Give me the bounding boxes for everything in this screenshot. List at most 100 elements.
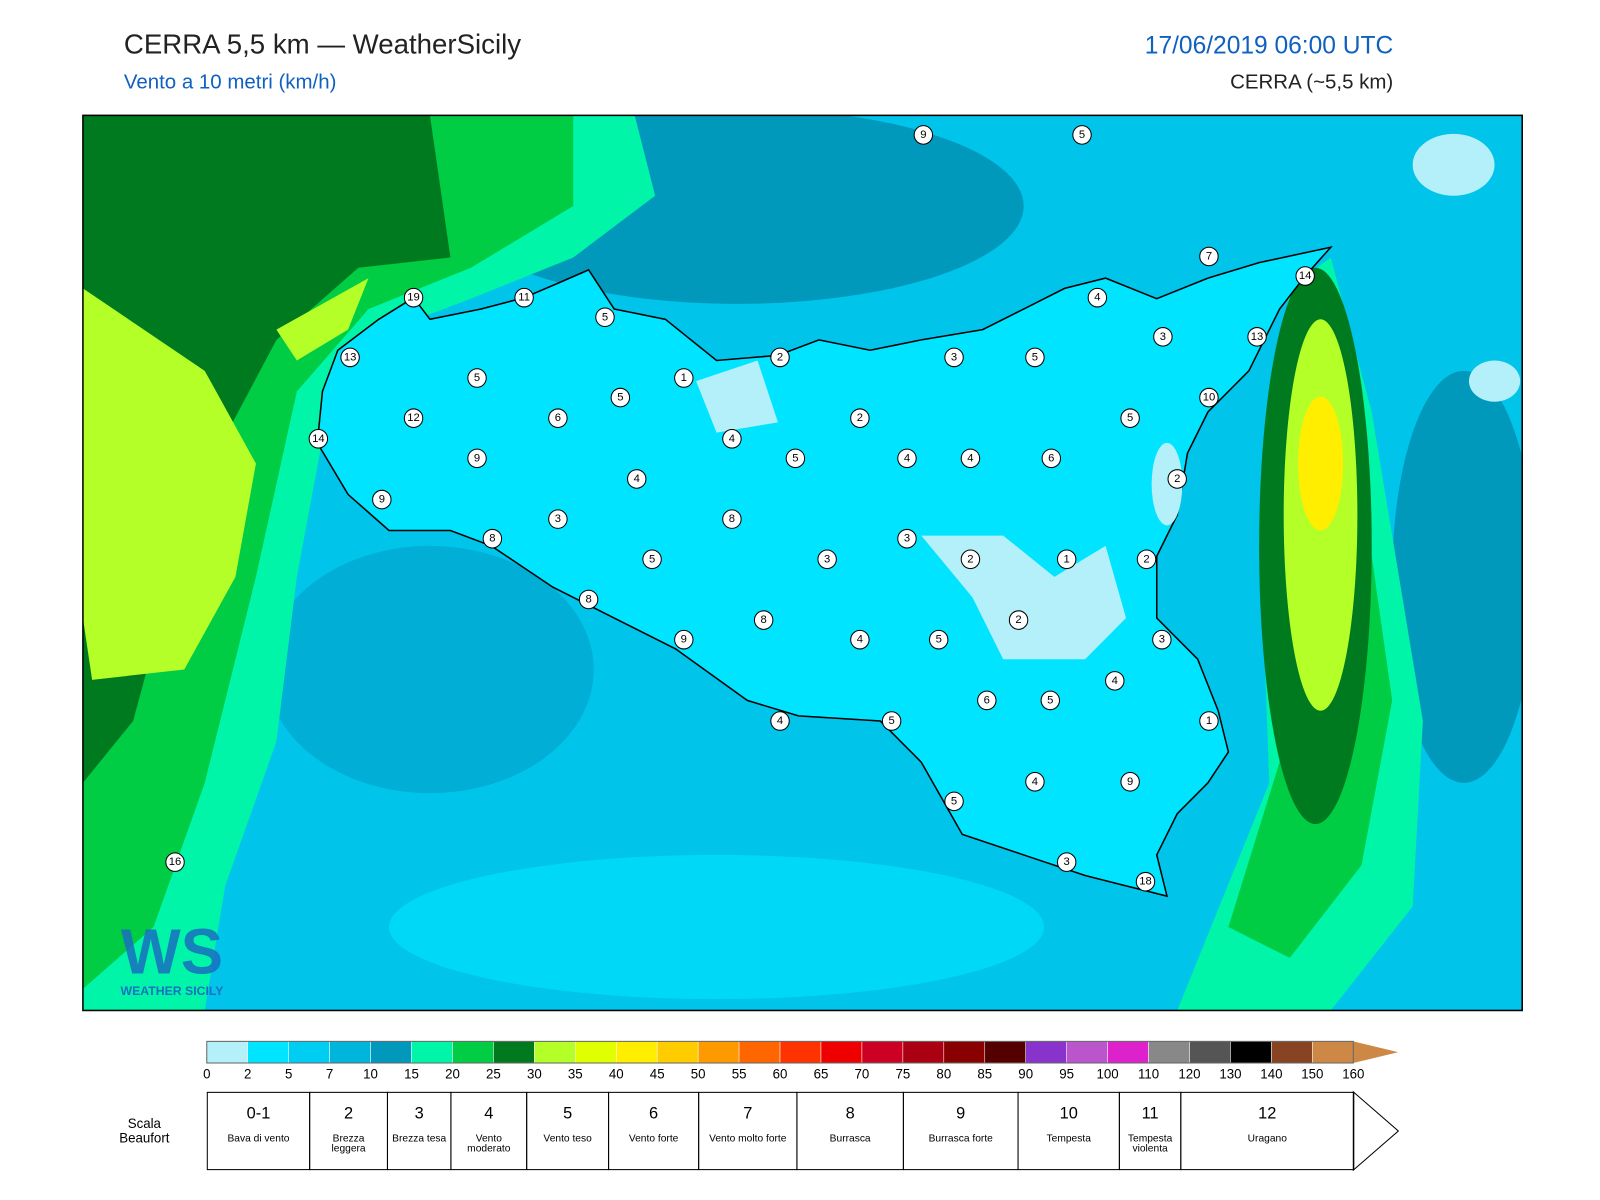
beaufort-description: Tempesta violenta (1127, 1133, 1173, 1155)
station: 3 (817, 549, 837, 570)
beaufort-description: Vento teso (543, 1133, 592, 1145)
station-marker (850, 629, 870, 650)
station: 4 (626, 469, 647, 489)
station-marker (770, 347, 790, 368)
colorbar-swatch (1230, 1041, 1272, 1064)
station-value: 9 (379, 494, 385, 506)
station-marker (403, 408, 424, 428)
station-marker (1120, 408, 1140, 428)
colorbar-tick-label: 65 (814, 1066, 829, 1081)
station-marker (1087, 287, 1108, 308)
colorbar-swatch (738, 1041, 781, 1064)
beaufort-force: 5 (563, 1105, 573, 1123)
colorbar-tick-label: 120 (1178, 1066, 1200, 1081)
station-marker (482, 528, 503, 549)
station-value: 1 (681, 372, 687, 384)
colorbar-swatch (984, 1041, 1026, 1064)
station-marker (1247, 327, 1267, 347)
station: 4 (960, 448, 981, 469)
station-value: 8 (729, 513, 735, 525)
colorbar-swatch (493, 1041, 535, 1064)
beaufort-description: Vento moderato (467, 1133, 511, 1155)
station: 16 (165, 852, 185, 872)
station: 4 (897, 448, 917, 469)
station-value: 16 (169, 856, 182, 868)
station-marker (1025, 772, 1045, 792)
station-value: 1 (1064, 553, 1070, 565)
station: 18 (1135, 871, 1156, 892)
station: 8 (578, 589, 599, 610)
model: CERRA (~5,5 km) (1230, 71, 1393, 94)
station-value: 4 (1094, 292, 1100, 304)
station-value: 11 (518, 292, 530, 304)
station-value: 7 (1206, 250, 1212, 262)
station-marker (340, 347, 360, 368)
beaufort-cell: 7 Vento molto forte (698, 1091, 798, 1171)
colorbar-tick-label: 15 (404, 1066, 419, 1081)
station: 3 (1056, 852, 1077, 872)
station: 4 (1105, 671, 1125, 691)
colorbar-swatch (861, 1041, 904, 1064)
station: 3 (1153, 327, 1173, 347)
station-value: 19 (407, 292, 420, 304)
station-marker (722, 429, 742, 449)
station: 13 (340, 347, 360, 368)
beaufort-description: Burrasca forte (928, 1133, 993, 1145)
station-value: 3 (824, 553, 830, 565)
station: 19 (403, 287, 424, 308)
station-value: 9 (920, 129, 926, 141)
station: 5 (881, 711, 902, 731)
colorbar-swatch (943, 1041, 986, 1064)
station-value: 6 (984, 694, 990, 706)
colorbar-swatch (575, 1041, 617, 1064)
colorbar-swatch (902, 1041, 945, 1064)
station: 8 (753, 610, 774, 630)
station: 9 (1120, 772, 1140, 792)
colorbar-tick-label: 55 (732, 1066, 747, 1081)
station-marker (1008, 610, 1029, 630)
station-value: 5 (792, 452, 798, 464)
station-marker (944, 791, 964, 812)
station-value: 5 (617, 392, 623, 404)
station-value: 3 (555, 513, 561, 525)
colorbar-swatch (288, 1041, 330, 1064)
station-value: 8 (585, 593, 591, 605)
station-value: 14 (312, 433, 325, 445)
beaufort-cell: 2 Brezza leggera (309, 1091, 388, 1171)
colorbar-extend (1353, 1041, 1399, 1064)
beaufort-description: Vento molto forte (709, 1133, 787, 1145)
colorbar-tick-label: 150 (1301, 1066, 1323, 1081)
colorbar-tick-label: 25 (486, 1066, 501, 1081)
beaufort-description: Brezza tesa (392, 1133, 447, 1145)
beaufort-cell: 8 Burrasca (796, 1091, 904, 1171)
station-value: 4 (729, 433, 735, 445)
station: 1 (674, 368, 694, 388)
station-value: 5 (1047, 694, 1053, 706)
colorbar-swatch (329, 1041, 371, 1064)
station: 12 (403, 408, 424, 428)
station-marker (785, 448, 806, 469)
station-marker (1135, 871, 1156, 892)
station-marker (944, 347, 964, 368)
station-value: 3 (904, 533, 910, 545)
colorbar-tick-label: 10 (363, 1066, 378, 1081)
logo-name: WEATHER SICILY (120, 984, 224, 998)
colorbar-swatch (697, 1041, 740, 1064)
colorbar-swatch (1189, 1041, 1231, 1064)
station-value: 10 (1203, 392, 1216, 404)
station: 2 (770, 347, 790, 368)
beaufort-force: 11 (1141, 1105, 1159, 1123)
colorbar-swatch (452, 1041, 494, 1064)
colorbar-tick-label: 20 (445, 1066, 460, 1081)
station-value: 3 (951, 351, 957, 363)
station: 2 (1167, 469, 1187, 489)
beaufort-label-line: Scala (128, 1116, 162, 1131)
station-value: 14 (1299, 270, 1312, 282)
station-marker (913, 125, 934, 145)
colorbar-tick-label: 130 (1219, 1066, 1241, 1081)
station-value: 12 (407, 412, 420, 424)
station-value: 8 (761, 614, 767, 626)
beaufort-description: Uragano (1247, 1133, 1287, 1145)
colorbar-swatch (615, 1041, 658, 1064)
station-marker (1056, 549, 1077, 570)
